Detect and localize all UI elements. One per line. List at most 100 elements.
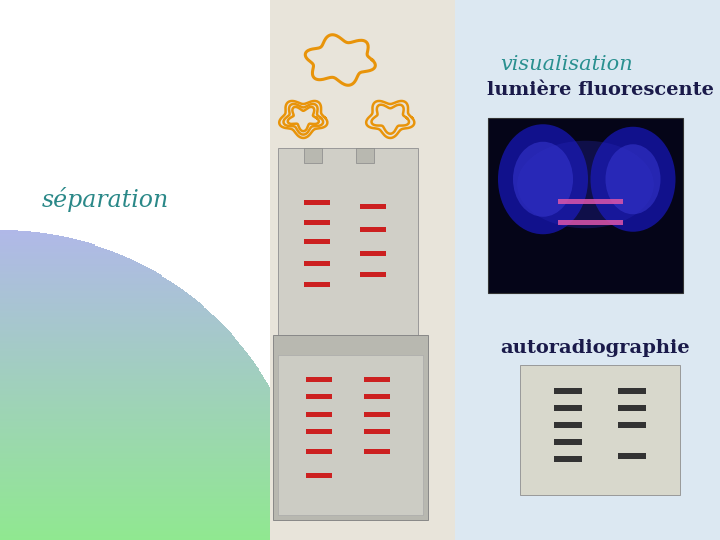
Bar	[0, 313, 211, 314]
Bar	[0, 367, 257, 368]
Text: autoradiographie: autoradiographie	[500, 339, 690, 357]
Bar	[0, 403, 279, 405]
Bar	[0, 505, 308, 507]
Bar	[0, 427, 289, 428]
Bar	[0, 456, 299, 458]
Bar	[0, 389, 271, 390]
Bar	[0, 463, 300, 465]
Bar	[0, 343, 240, 344]
Bar	[520, 365, 680, 495]
Bar	[0, 251, 112, 252]
Bar	[0, 256, 125, 258]
Bar	[0, 441, 294, 442]
Bar	[0, 388, 271, 390]
Bar	[618, 388, 646, 394]
Bar	[0, 461, 300, 462]
Bar	[0, 331, 230, 333]
Bar	[0, 504, 308, 505]
Bar	[0, 363, 255, 365]
Bar	[0, 508, 308, 510]
Bar	[0, 486, 305, 488]
Bar	[360, 227, 386, 232]
Bar	[270, 0, 720, 540]
Bar	[0, 492, 307, 494]
Bar	[0, 263, 140, 265]
Bar	[0, 464, 301, 466]
Bar	[0, 399, 276, 400]
Bar	[0, 279, 167, 280]
Bar	[0, 407, 280, 408]
Bar	[0, 465, 301, 467]
Bar	[0, 272, 157, 274]
Bar	[0, 356, 250, 357]
Bar	[0, 525, 310, 527]
Bar	[0, 462, 300, 463]
Bar	[0, 512, 309, 514]
Bar	[0, 327, 226, 329]
Bar	[0, 265, 144, 267]
Bar	[0, 242, 89, 244]
Bar	[0, 416, 284, 417]
Bar	[0, 530, 310, 531]
Bar	[554, 456, 582, 462]
Bar	[0, 348, 243, 349]
Bar	[554, 422, 582, 428]
Bar	[0, 443, 294, 444]
Bar	[0, 483, 305, 485]
Bar	[0, 281, 171, 282]
Bar	[304, 200, 330, 205]
Bar	[0, 374, 262, 375]
Bar	[0, 253, 118, 254]
Bar	[0, 276, 164, 278]
Bar	[0, 278, 166, 279]
Bar	[0, 303, 201, 305]
Bar	[0, 357, 251, 359]
Bar	[0, 444, 295, 446]
Bar	[0, 323, 222, 325]
Bar	[278, 148, 418, 343]
Bar	[0, 401, 277, 402]
Bar	[0, 490, 306, 492]
Text: lumière fluorescente: lumière fluorescente	[487, 81, 714, 99]
Bar	[0, 384, 268, 386]
Bar	[305, 411, 332, 417]
Bar	[0, 502, 307, 503]
Bar	[0, 515, 309, 517]
Bar	[0, 498, 307, 499]
Bar	[0, 314, 212, 315]
Bar	[0, 330, 229, 332]
Bar	[0, 510, 309, 511]
Bar	[0, 471, 302, 472]
Ellipse shape	[606, 144, 660, 214]
Bar	[0, 376, 264, 377]
Bar	[0, 334, 233, 336]
Bar	[0, 333, 232, 335]
Bar	[0, 391, 272, 393]
Bar	[0, 489, 306, 491]
Bar	[0, 475, 303, 476]
Bar	[0, 287, 179, 288]
Bar	[0, 248, 107, 250]
Bar	[0, 370, 260, 372]
Bar	[554, 388, 582, 394]
Bar	[0, 495, 307, 496]
Bar	[0, 476, 303, 477]
Bar	[0, 372, 261, 373]
Bar	[0, 328, 227, 330]
Bar	[0, 538, 310, 539]
Bar	[0, 497, 307, 498]
Bar	[0, 438, 293, 439]
Bar	[0, 247, 104, 249]
Bar	[0, 335, 233, 337]
Bar	[0, 349, 245, 350]
Bar	[0, 310, 209, 312]
Bar	[0, 343, 240, 345]
Bar	[364, 449, 390, 454]
Bar	[0, 396, 275, 398]
Bar	[0, 267, 148, 269]
Bar	[0, 258, 130, 259]
Bar	[0, 238, 73, 240]
Bar	[0, 496, 307, 497]
Bar	[0, 402, 278, 404]
Bar	[0, 340, 237, 341]
